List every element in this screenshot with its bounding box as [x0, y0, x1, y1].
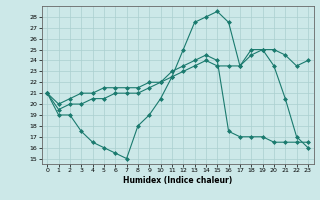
X-axis label: Humidex (Indice chaleur): Humidex (Indice chaleur) [123, 176, 232, 185]
